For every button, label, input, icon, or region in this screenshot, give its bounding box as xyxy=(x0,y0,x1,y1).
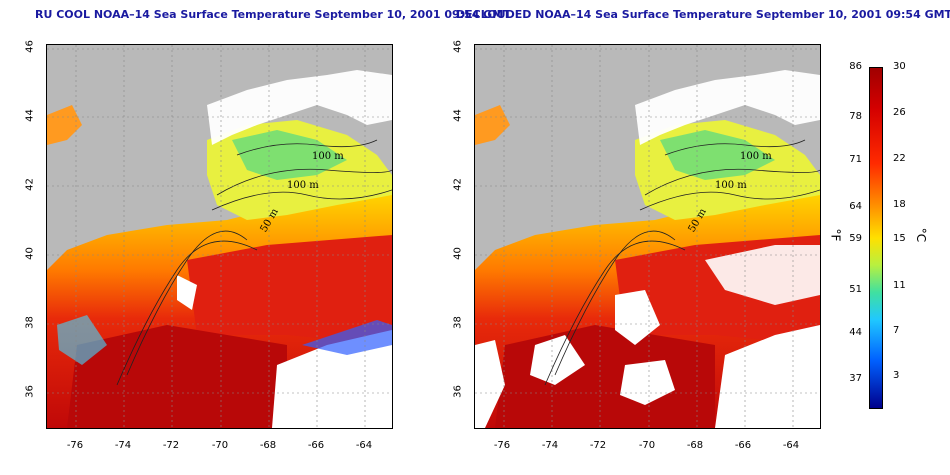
colorbar-c-label: 3 xyxy=(893,370,900,381)
colorbar-c-label: 26 xyxy=(893,107,906,118)
left-x-tick: -76 xyxy=(66,440,84,451)
right-x-tick: -64 xyxy=(782,440,800,451)
left-contour-label-1: 100 m xyxy=(312,151,344,162)
right-contour-label-1: 100 m xyxy=(740,151,772,162)
right-y-tick: 36 xyxy=(452,385,464,398)
left-y-tick: 36 xyxy=(24,385,36,398)
colorbar-f-label: 86 xyxy=(849,61,862,72)
right-x-tick: -68 xyxy=(686,440,704,451)
temperature-colorbar xyxy=(869,67,883,409)
colorbar-f-label: 78 xyxy=(849,111,862,122)
right-x-tick: -74 xyxy=(541,440,559,451)
left-x-tick: -72 xyxy=(162,440,180,451)
left-y-tick: 38 xyxy=(24,316,36,329)
left-x-tick: -66 xyxy=(307,440,325,451)
colorbar-c-label: 11 xyxy=(893,280,906,291)
left-y-tick: 46 xyxy=(24,40,36,53)
left-map-title: RU COOL NOAA–14 Sea Surface Temperature … xyxy=(35,8,511,21)
colorbar-c-label: 15 xyxy=(893,233,906,244)
left-x-tick: -64 xyxy=(355,440,373,451)
right-contour-label-2: 100 m xyxy=(715,180,747,191)
right-x-tick: -76 xyxy=(493,440,511,451)
right-y-tick: 44 xyxy=(452,109,464,122)
right-map-graphic xyxy=(475,45,820,428)
right-x-tick: -72 xyxy=(589,440,607,451)
colorbar-f-label: 51 xyxy=(849,284,862,295)
right-y-tick: 40 xyxy=(452,247,464,260)
colorbar-unit-c: °C xyxy=(914,227,929,243)
right-y-tick: 42 xyxy=(452,178,464,191)
colorbar-f-label: 44 xyxy=(849,327,862,338)
colorbar-c-label: 7 xyxy=(893,325,900,336)
colorbar-c-label: 18 xyxy=(893,199,906,210)
colorbar-c-label: 22 xyxy=(893,153,906,164)
right-y-tick: 38 xyxy=(452,316,464,329)
left-x-tick: -68 xyxy=(259,440,277,451)
left-x-tick: -74 xyxy=(114,440,132,451)
right-sst-map: 100 m 100 m 50 m xyxy=(474,44,821,429)
colorbar-f-label: 37 xyxy=(849,373,862,384)
colorbar-unit-f: °F xyxy=(828,228,843,242)
left-x-tick: -70 xyxy=(211,440,229,451)
left-sst-map: 100 m 100 m 50 m xyxy=(46,44,393,429)
left-contour-label-2: 100 m xyxy=(287,180,319,191)
left-y-tick: 42 xyxy=(24,178,36,191)
colorbar-f-label: 71 xyxy=(849,154,862,165)
left-map-graphic xyxy=(47,45,392,428)
colorbar-c-label: 30 xyxy=(893,61,906,72)
left-y-tick: 44 xyxy=(24,109,36,122)
colorbar-f-label: 64 xyxy=(849,201,862,212)
colorbar-f-label: 59 xyxy=(849,233,862,244)
right-y-tick: 46 xyxy=(452,40,464,53)
right-map-title: DECLOUDED NOAA–14 Sea Surface Temperatur… xyxy=(456,8,950,21)
right-x-tick: -70 xyxy=(638,440,656,451)
right-x-tick: -66 xyxy=(734,440,752,451)
left-y-tick: 40 xyxy=(24,247,36,260)
